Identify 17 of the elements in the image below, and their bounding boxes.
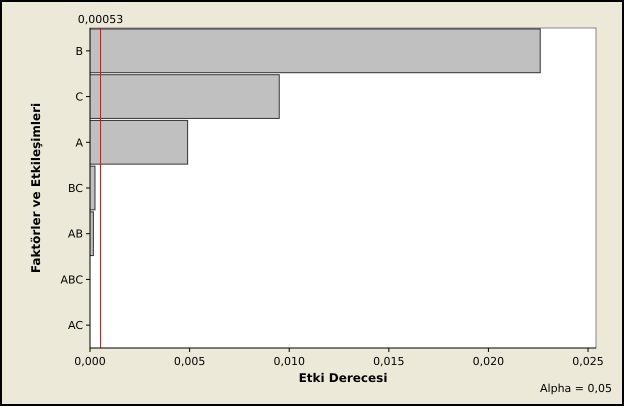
y-axis-title: Faktörler ve Etkileşimleri [29, 102, 43, 274]
y-tick-label: A [75, 136, 84, 150]
y-tick-label: ABC [60, 273, 84, 286]
y-tick-label: AB [68, 228, 83, 241]
x-tick-label: 0,005 [174, 355, 206, 368]
ref-line-label: 0,00053 [78, 13, 124, 26]
x-axis-title: Etki Derecesi [298, 371, 388, 385]
y-tick-label: C [75, 90, 84, 104]
text: Alpha = 0,05 [540, 382, 612, 395]
x-tick-label: 0,020 [472, 355, 504, 368]
x-tick-label: 0,000 [74, 355, 106, 368]
y-tick-label: AC [68, 319, 84, 332]
y-tick-label: BC [68, 182, 84, 195]
x-tick-label: 0,010 [273, 355, 305, 368]
y-tick-label: B [75, 44, 83, 58]
x-tick-label: 0,015 [373, 355, 405, 368]
x-tick-label: 0,025 [572, 355, 604, 368]
